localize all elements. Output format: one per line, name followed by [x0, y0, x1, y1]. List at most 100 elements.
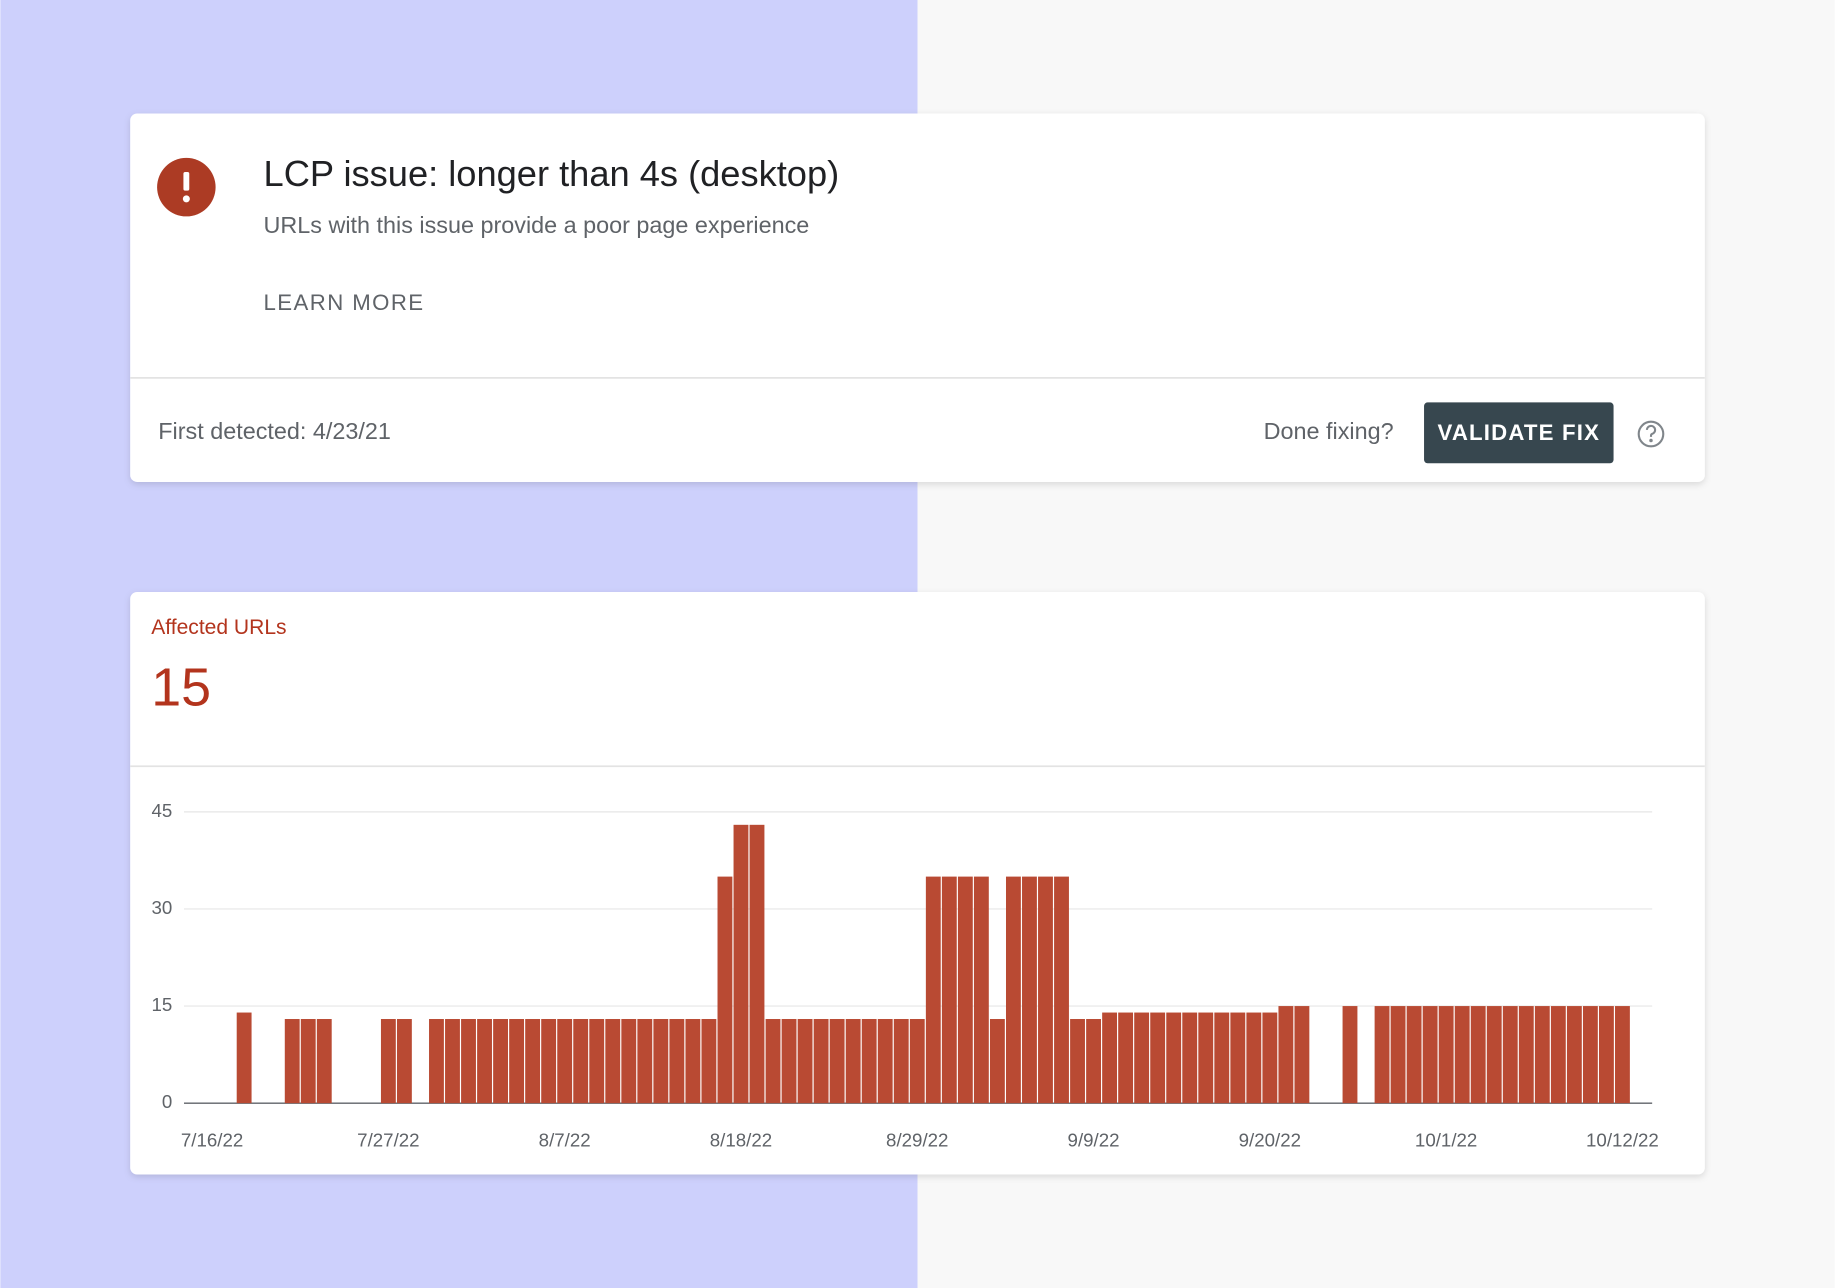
bar — [701, 1019, 717, 1104]
bar — [845, 1019, 861, 1104]
bar — [1470, 1006, 1486, 1104]
button-bg[interactable] — [1424, 402, 1614, 464]
bar — [236, 1012, 252, 1104]
bar — [685, 1019, 701, 1104]
issue-subtitle: URLs with this issue provide a poor page… — [264, 212, 810, 238]
bar — [973, 876, 989, 1104]
x-tick-label: 9/20/22 — [1239, 1130, 1301, 1151]
bar — [1342, 1006, 1358, 1104]
learn-more-link[interactable]: LEARN MORE — [264, 290, 425, 315]
bar — [1374, 1006, 1390, 1104]
bar — [653, 1019, 669, 1104]
bar — [1005, 876, 1021, 1104]
bar — [1278, 1006, 1294, 1104]
bar — [429, 1019, 444, 1104]
bar — [957, 876, 973, 1104]
bar — [1390, 1006, 1406, 1104]
y-tick-label: 30 — [151, 897, 172, 918]
bar — [284, 1019, 300, 1104]
bar — [925, 876, 941, 1104]
bar — [1102, 1012, 1118, 1104]
bar — [541, 1019, 557, 1104]
bar — [1198, 1012, 1214, 1104]
bar — [1615, 1006, 1630, 1104]
x-tick-label: 9/9/22 — [1068, 1130, 1120, 1151]
x-tick-label: 10/1/22 — [1415, 1130, 1477, 1151]
x-tick-label: 10/12/22 — [1586, 1130, 1659, 1151]
bar — [1502, 1006, 1518, 1104]
bar — [477, 1019, 492, 1104]
bar — [1182, 1012, 1198, 1104]
bar — [1294, 1006, 1310, 1104]
bar — [1246, 1012, 1262, 1104]
x-tick-label: 7/16/22 — [181, 1130, 243, 1151]
bar — [396, 1019, 412, 1104]
bar — [1166, 1012, 1182, 1104]
bar — [1582, 1006, 1598, 1104]
summary-value: 15 — [151, 658, 211, 718]
bar — [605, 1019, 621, 1104]
bar — [1230, 1012, 1246, 1104]
bar — [909, 1019, 925, 1104]
x-tick-label: 8/18/22 — [710, 1130, 772, 1151]
bar — [1486, 1006, 1502, 1104]
bar — [861, 1019, 877, 1104]
bar — [1118, 1012, 1134, 1104]
bar — [1406, 1006, 1422, 1104]
bar — [733, 824, 749, 1104]
bar — [989, 1019, 1005, 1104]
bar — [797, 1019, 813, 1104]
help-icon[interactable] — [1637, 420, 1665, 448]
bar — [813, 1019, 829, 1104]
bar — [557, 1019, 573, 1104]
x-tick-label: 8/7/22 — [539, 1130, 591, 1151]
bar — [1022, 876, 1037, 1104]
bar — [637, 1019, 653, 1104]
bar — [1070, 1019, 1085, 1104]
done-fixing: Done fixing? — [1264, 418, 1394, 444]
bar — [765, 1019, 781, 1104]
button-label[interactable]: VALIDATE FIX — [1438, 420, 1601, 445]
y-tick-label: 0 — [162, 1091, 172, 1112]
bar — [493, 1019, 508, 1104]
bar — [717, 876, 733, 1104]
bar — [1550, 1006, 1566, 1104]
issue-title: LCP issue: longer than 4s (desktop) — [264, 153, 840, 194]
bar — [1566, 1006, 1582, 1104]
bar — [621, 1019, 637, 1104]
bar — [1454, 1006, 1470, 1104]
bar — [380, 1019, 396, 1104]
bar — [1518, 1006, 1534, 1104]
bar — [1054, 876, 1069, 1104]
y-tick-label: 15 — [151, 994, 172, 1015]
bar — [573, 1019, 589, 1104]
bar — [461, 1019, 476, 1104]
bar — [1134, 1012, 1150, 1104]
card — [130, 113, 1705, 482]
error-icon — [157, 157, 216, 217]
chart-card: Affected URLs 15 0 15 30 45 7/16/22 7/27/22 8/… — [130, 591, 1705, 1175]
bar — [509, 1019, 525, 1104]
bar — [1262, 1012, 1278, 1104]
bar — [1422, 1006, 1438, 1104]
issue-card: LCP issue: longer than 4s (desktop) URLs… — [130, 113, 1705, 482]
bar — [829, 1019, 845, 1104]
first-detected: First detected: 4/23/21 — [158, 418, 391, 444]
bar — [749, 824, 765, 1104]
bar — [1534, 1006, 1550, 1104]
bar — [1438, 1006, 1454, 1104]
bar — [1214, 1012, 1230, 1104]
bar — [781, 1019, 797, 1104]
bar — [1598, 1006, 1614, 1104]
bar — [445, 1019, 460, 1104]
bar — [877, 1019, 893, 1104]
bar — [669, 1019, 685, 1104]
y-tick-label: 45 — [151, 800, 172, 821]
bar — [1086, 1019, 1101, 1104]
bar — [893, 1019, 909, 1104]
validate-fix-button[interactable]: VALIDATE FIX — [1424, 402, 1614, 464]
bar — [300, 1019, 316, 1104]
